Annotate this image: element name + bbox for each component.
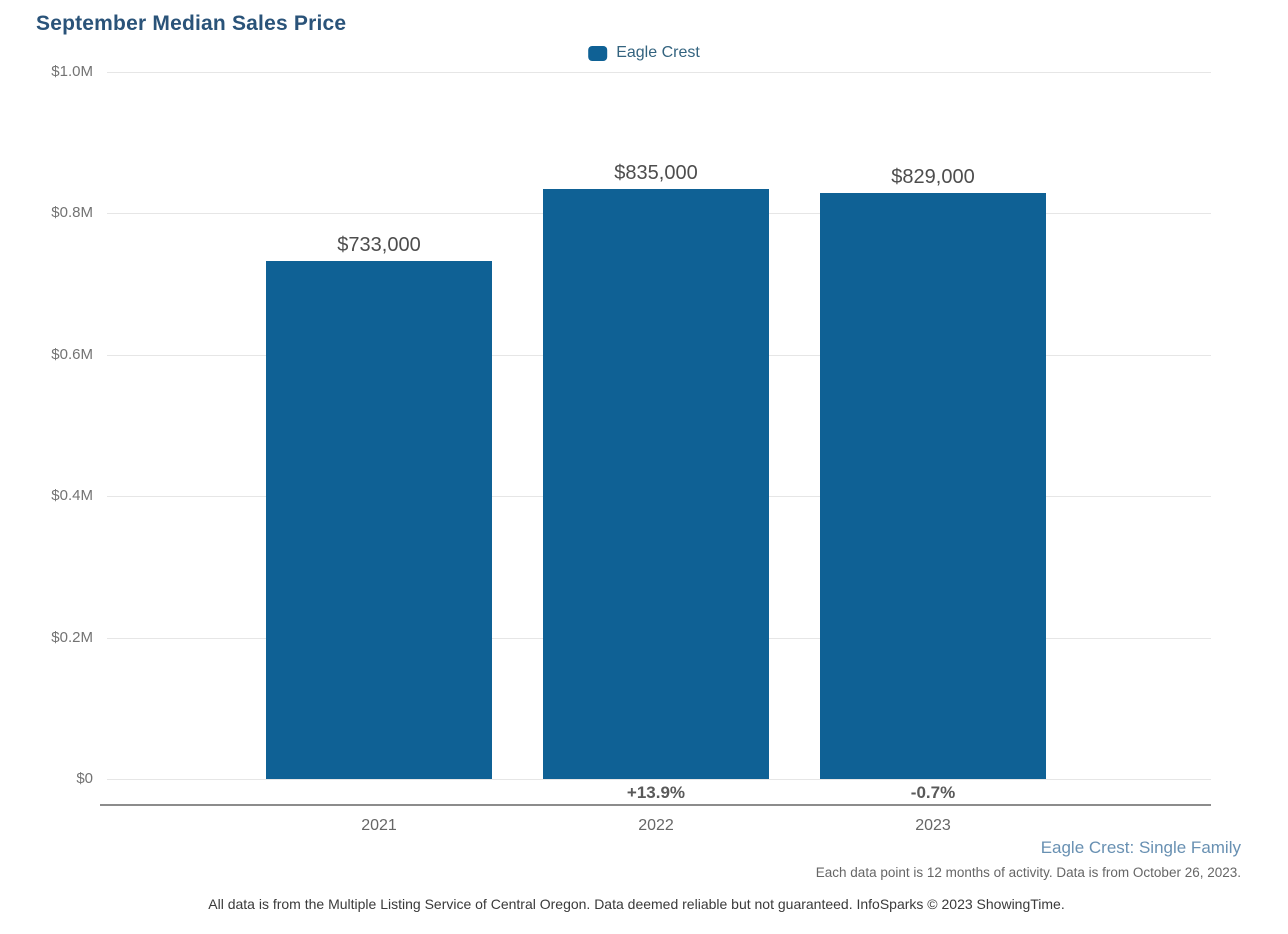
x-axis-tick-label: 2022 (638, 817, 674, 834)
y-axis-tick-label: $0.2M (51, 628, 93, 646)
disclaimer: All data is from the Multiple Listing Se… (208, 896, 1065, 912)
y-axis-tick-label: $1.0M (51, 63, 93, 80)
bar-2021[interactable] (266, 260, 492, 779)
pct-change-label: +13.9% (626, 783, 686, 802)
y-axis-tick-label: $0.8M (51, 204, 93, 222)
pct-change-label: -0.7% (910, 783, 956, 802)
bar-value-label: $733,000 (337, 233, 421, 256)
bar-2023[interactable] (820, 192, 1046, 779)
legend-swatch-icon (588, 45, 608, 61)
legend-item-eagle-crest[interactable]: Eagle Crest (588, 44, 700, 62)
chart-title: September Median Sales Price (36, 12, 347, 35)
bar-2022[interactable] (543, 188, 769, 779)
bar-value-label: $835,000 (614, 161, 698, 184)
legend-label: Eagle Crest (616, 44, 700, 61)
y-axis-tick-label: $0.6M (51, 345, 93, 363)
x-axis-line (100, 804, 1211, 806)
x-axis-tick-label: 2021 (361, 817, 397, 834)
gridline (107, 72, 1211, 73)
gridline (107, 779, 1211, 780)
y-axis-tick-label: $0.4M (51, 487, 93, 505)
x-axis-tick-label: 2023 (915, 817, 951, 834)
data-note: Each data point is 12 months of activity… (815, 865, 1241, 880)
series-note: Eagle Crest: Single Family (1040, 838, 1241, 857)
y-axis-tick-label: $0 (76, 770, 93, 787)
bar-value-label: $829,000 (891, 165, 975, 188)
